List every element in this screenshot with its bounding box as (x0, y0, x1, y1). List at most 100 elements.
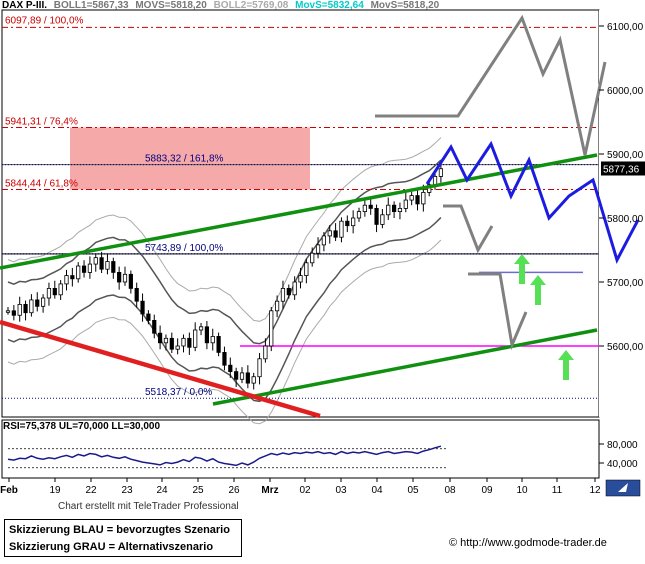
fib-label: 5883,32 / 161,8% (145, 154, 224, 165)
x-axis: Feb 19 22 23 24 25 26 Mrz 02 03 04 05 08 09 10 11 12 (0, 478, 601, 496)
candle-body (327, 230, 332, 237)
candle-body (245, 372, 250, 384)
grey-scenario-down (468, 272, 528, 351)
candle-body (81, 265, 87, 273)
price-tick-label: 5600,00 (607, 342, 644, 353)
candle-body (198, 326, 204, 331)
candle-body (304, 262, 309, 276)
candle-body (193, 329, 198, 348)
candle-body (29, 299, 34, 314)
legend-box: Skizzierung BLAU = bevorzugtes Szenario … (4, 519, 242, 557)
up-arrow-icon (514, 254, 530, 284)
price-tick-label: 6000,00 (607, 86, 644, 97)
rsi-tick-label: 80,000 (607, 440, 638, 451)
price-axis: 6100,00 6000,00 5900,00 5800,00 5700,00 5600,… (599, 22, 645, 353)
candle-body (362, 204, 367, 212)
price-tick-label: 5700,00 (607, 278, 644, 289)
candle-body (257, 358, 262, 378)
candle-body (64, 275, 69, 285)
candle-body (87, 263, 92, 273)
x-tick-label: 09 (481, 485, 493, 496)
candle-body (70, 275, 75, 280)
candle-body (239, 372, 245, 380)
scenario-sketches (375, 14, 640, 351)
candle-body (169, 337, 174, 350)
candle-body (41, 297, 46, 307)
fib-label: 5518,37 / 0,0% (145, 387, 212, 398)
candle-body (181, 337, 186, 347)
candle-body (222, 351, 227, 366)
grey-scenario-up (375, 14, 607, 156)
candle-body (263, 345, 268, 360)
candle-body (333, 230, 338, 238)
candle-body (321, 235, 327, 246)
up-arrow-icon (530, 275, 546, 305)
candle-body (374, 207, 379, 225)
x-tick-label: 10 (516, 485, 528, 496)
symbol-label: DAX P-III. (2, 0, 48, 11)
x-tick-label: 04 (371, 485, 383, 496)
x-tick-label: Mrz (261, 485, 278, 496)
upper-band-2 (7, 137, 442, 322)
fib-label: 6097,89 / 100,0% (5, 15, 84, 26)
candle-body (175, 345, 180, 350)
fib-label: 5743,89 / 100,0% (145, 243, 224, 254)
rsi-line (7, 445, 442, 467)
current-price-label: 5877,36 (603, 164, 640, 175)
candle-body (187, 337, 192, 348)
candle-body (52, 287, 57, 296)
candle-body (380, 214, 385, 225)
x-tick-label: 03 (335, 485, 347, 496)
x-tick-label: 08 (444, 485, 456, 496)
candle-body (46, 287, 52, 299)
candle-body (345, 220, 350, 227)
candle-body (251, 376, 256, 384)
candle-body (228, 364, 233, 373)
candle-body (386, 204, 391, 216)
x-tick-label: 19 (49, 485, 61, 496)
boll1-label: BOLL1=5867,33 (53, 0, 129, 11)
candle-body (310, 252, 315, 264)
candle-body (5, 310, 11, 313)
candle-body (157, 332, 163, 344)
candle-body (146, 313, 151, 321)
legend-grey: Skizzierung GRAU = Alternativszenario (9, 541, 214, 553)
candle-body (315, 244, 321, 254)
x-tick-label: 11 (552, 485, 563, 496)
candle-body (432, 175, 438, 186)
candle-body (280, 287, 286, 302)
candle-body (274, 300, 280, 312)
boll2-label: BOLL2=5769,08 (213, 0, 289, 11)
nav-button[interactable] (605, 479, 641, 497)
green-arrows (514, 254, 574, 380)
fib-label: 5844,44 / 61,8% (5, 179, 78, 190)
candle-body (76, 265, 81, 280)
candle-body (11, 310, 16, 316)
x-tick-label: 23 (121, 485, 133, 496)
candle-body (409, 195, 414, 201)
candle-body (269, 310, 274, 347)
price-tick-label: 5800,00 (607, 214, 644, 225)
candle-body (234, 371, 239, 380)
source-url[interactable]: © http://www.godmode-trader.de (449, 537, 607, 549)
candle-body (122, 273, 128, 283)
candle-body (216, 335, 221, 353)
candle-body (210, 335, 215, 344)
candle-body (368, 204, 373, 209)
x-tick-label: 26 (228, 485, 240, 496)
lower-trend-line (212, 328, 598, 406)
price-tick-label: 5900,00 (607, 150, 644, 161)
fib-zone (70, 127, 310, 190)
x-tick-label: 12 (589, 485, 601, 496)
candle-body (93, 257, 98, 265)
grey-scenario-mid (443, 204, 494, 254)
credit-text: Chart erstellt mit TeleTrader Profession… (58, 501, 239, 512)
upper-trend-line (0, 153, 598, 270)
candle-body (128, 273, 133, 289)
chart-header: DAX P-III. BOLL1=5867,33 MOVS=5818,20 BO… (2, 0, 443, 11)
candle-body (298, 275, 303, 283)
candle-body (286, 287, 291, 296)
candle-body (339, 220, 344, 238)
candle-body (415, 195, 420, 205)
